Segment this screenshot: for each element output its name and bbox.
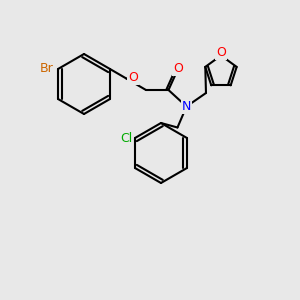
Text: O: O <box>128 70 138 84</box>
Text: O: O <box>216 46 226 59</box>
Text: Cl: Cl <box>120 131 132 145</box>
Text: N: N <box>182 100 191 113</box>
Text: Br: Br <box>40 62 53 76</box>
Text: O: O <box>173 62 183 75</box>
